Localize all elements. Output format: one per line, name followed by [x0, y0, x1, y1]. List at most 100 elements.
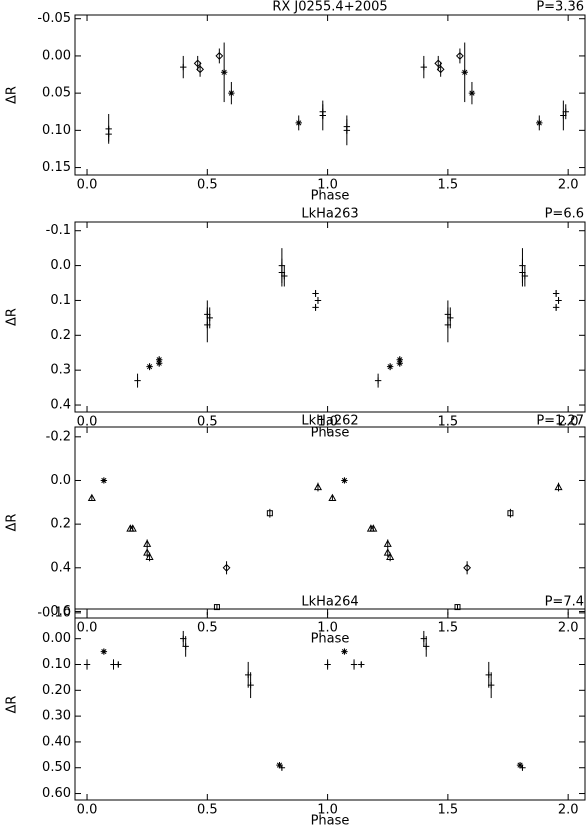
point-plus — [350, 661, 358, 668]
point-plus — [312, 290, 319, 297]
y-tick-label: 0.40 — [42, 734, 71, 749]
y-tick-label: -0.2 — [46, 429, 71, 444]
point-plus — [420, 63, 428, 71]
point-plus — [552, 304, 560, 311]
point-asterisk — [396, 359, 403, 367]
period-annotation: P=6.6 — [545, 207, 584, 222]
y-tick-label: 0.0 — [50, 473, 71, 488]
point-triangle — [383, 548, 392, 556]
y-axis-label: ΔR — [5, 86, 20, 104]
point-plus — [358, 661, 365, 668]
point-asterisk — [341, 648, 348, 655]
x-tick-label: 1.5 — [438, 415, 459, 430]
point-asterisk — [461, 69, 468, 76]
point-triangle — [143, 539, 152, 547]
x-tick-label: 1.0 — [317, 415, 338, 430]
panel-title: LkHa263 — [301, 207, 358, 222]
x-axis-label: Phase — [311, 426, 350, 441]
x-tick-label: 1.0 — [317, 178, 338, 193]
y-tick-label: 0.2 — [50, 517, 71, 532]
x-tick-label: 2.0 — [558, 415, 579, 430]
point-triangle — [87, 493, 96, 502]
point-plus — [83, 661, 91, 668]
point-diamond — [455, 52, 464, 60]
y-tick-label: 0.50 — [42, 760, 71, 775]
y-tick-label: 0.3 — [50, 363, 71, 378]
point-plus — [281, 272, 288, 280]
point-asterisk — [155, 356, 163, 363]
y-tick-label: 0.0 — [50, 258, 71, 273]
y-tick-label: -0.05 — [37, 11, 71, 26]
point-triangle — [145, 552, 154, 560]
y-tick-label: 0.6 — [50, 604, 71, 619]
point-plus — [247, 681, 254, 689]
point-triangle — [143, 548, 152, 556]
plot-frame — [74, 608, 586, 801]
x-tick-label: 0.5 — [197, 178, 218, 193]
y-tick-label: 0.60 — [42, 786, 71, 801]
point-square — [266, 510, 273, 517]
point-diamond — [436, 65, 445, 74]
point-plus — [324, 661, 331, 668]
point-asterisk — [516, 761, 524, 769]
point-plus — [312, 304, 319, 311]
point-asterisk — [536, 119, 543, 127]
y-axis-label: ΔR — [5, 308, 20, 326]
point-triangle — [369, 524, 378, 532]
panel-title: LkHa262 — [301, 414, 358, 429]
point-asterisk — [276, 761, 283, 769]
point-plus — [521, 272, 529, 280]
panel: LkHa263 P=6.6 Phase ΔR 0.0 0.5 1.0 1.5 2.0 -0.1 0.… — [5, 207, 586, 441]
x-tick-label: 2.0 — [558, 803, 579, 818]
point-square — [213, 604, 220, 611]
point-plus — [343, 123, 351, 130]
x-tick-label: 0.0 — [77, 621, 98, 636]
y-tick-label: 0.00 — [42, 48, 71, 63]
point-triangle — [328, 493, 337, 502]
point-triangle — [128, 524, 137, 532]
x-axis-label: Phase — [311, 632, 350, 647]
point-asterisk — [100, 648, 108, 655]
x-tick-label: 0.0 — [77, 178, 98, 193]
y-tick-label: 0.4 — [50, 560, 71, 575]
x-tick-label: 1.5 — [438, 178, 459, 193]
y-axis-label: ΔR — [5, 696, 20, 714]
point-plus — [134, 377, 141, 384]
y-tick-label: 0.4 — [50, 398, 71, 413]
point-asterisk — [228, 89, 235, 97]
x-tick-label: 1.5 — [438, 621, 459, 636]
point-plus — [555, 297, 562, 304]
x-tick-label: 0.5 — [197, 621, 218, 636]
x-axis-label: Phase — [311, 814, 350, 826]
period-annotation: P=3.36 — [536, 0, 584, 15]
x-tick-label: 1.0 — [317, 803, 338, 818]
panel: RX J0255.4+2005 P=3.36 Phase ΔR 0.0 0.5 1.0 1.5… — [5, 0, 586, 204]
point-triangle — [383, 539, 392, 547]
plot-frame — [74, 14, 586, 176]
y-tick-label: 0.10 — [42, 123, 71, 138]
x-tick-label: 1.5 — [438, 803, 459, 818]
period-annotation: P=7.4 — [545, 595, 584, 610]
point-plus — [180, 63, 187, 71]
y-tick-label: 0.30 — [42, 709, 71, 724]
y-tick-label: 0.20 — [42, 683, 71, 698]
y-tick-label: -0.10 — [37, 605, 71, 620]
point-asterisk — [146, 363, 153, 370]
point-plus — [182, 643, 189, 650]
point-plus — [105, 130, 112, 138]
y-tick-label: 0.00 — [42, 631, 71, 646]
point-plus — [319, 108, 326, 115]
point-plus — [314, 297, 322, 304]
point-plus — [206, 314, 213, 322]
point-triangle — [386, 552, 395, 560]
point-diamond — [463, 563, 472, 572]
plot-frame — [74, 426, 586, 619]
x-tick-label: 0.0 — [77, 415, 98, 430]
point-triangle — [313, 482, 323, 491]
x-tick-label: 0.5 — [197, 803, 218, 818]
point-plus — [552, 290, 560, 297]
point-asterisk — [155, 359, 163, 367]
x-tick-label: 1.0 — [317, 621, 338, 636]
